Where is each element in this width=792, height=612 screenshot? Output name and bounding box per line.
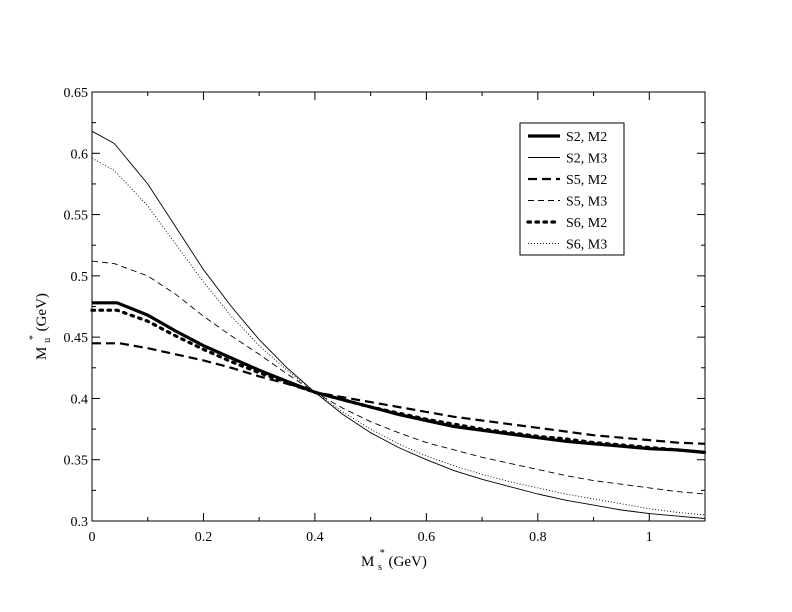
legend-label-3: S5, M2: [566, 173, 607, 188]
x-tick-label: 0: [89, 530, 96, 545]
y-tick-label: 0.3: [71, 515, 89, 530]
x-axis-title-main: M: [361, 554, 374, 570]
x-axis-title-unit: (GeV): [389, 554, 427, 570]
legend-label-5: S6, M2: [566, 216, 607, 231]
x-axis-title: M s * (GeV): [361, 544, 427, 574]
legend-label-4: S5, M3: [566, 195, 607, 210]
y-axis-title-main: M: [34, 347, 50, 360]
y-tick-label: 0.35: [64, 454, 89, 469]
y-axis-title-sup: *: [28, 335, 39, 340]
y-axis-ticks: 0.3 0.35 0.4 0.45 0.5 0.55 0.6 0.65: [64, 86, 705, 530]
y-tick-label: 0.45: [64, 331, 89, 346]
legend-label-1: S2, M2: [566, 130, 607, 145]
series-line-3: [92, 342, 706, 445]
x-tick-label: 0.6: [418, 530, 436, 545]
y-axis-title-unit: (GeV): [34, 293, 50, 331]
x-axis-title-sup: *: [380, 548, 385, 559]
series-line-4: [91, 260, 706, 495]
series-layer: [90, 130, 707, 519]
series-line-5: [90, 308, 707, 454]
series-line-6: [91, 157, 706, 516]
series-line-2: [91, 130, 706, 519]
y-tick-label: 0.65: [64, 86, 89, 101]
x-tick-label: 0.4: [306, 530, 324, 545]
series-line-1: [92, 301, 706, 454]
legend: S2, M2 S2, M3 S5, M2 S5, M3 S6, M2 S6, M3: [519, 122, 625, 256]
x-tick-label: 0.8: [529, 530, 547, 545]
legend-box: [519, 122, 625, 256]
y-tick-label: 0.55: [64, 209, 89, 224]
legend-items: S2, M2 S2, M3 S5, M2 S5, M3 S6, M2 S6, M3: [526, 130, 607, 253]
y-axis-title-sub: u: [42, 338, 53, 343]
y-axis-title: M u * (GeV): [24, 293, 54, 360]
x-axis-ticks: 0 0.2 0.4 0.6 0.8 1: [89, 92, 706, 545]
x-tick-label: 0.2: [195, 530, 213, 545]
y-tick-label: 0.4: [71, 392, 89, 407]
x-axis-title-sub: s: [378, 562, 382, 573]
x-tick-label: 1: [646, 530, 653, 545]
y-tick-label: 0.5: [71, 270, 89, 285]
legend-label-2: S2, M3: [566, 152, 607, 167]
legend-label-6: S6, M3: [566, 238, 607, 253]
y-tick-label: 0.6: [71, 147, 89, 162]
